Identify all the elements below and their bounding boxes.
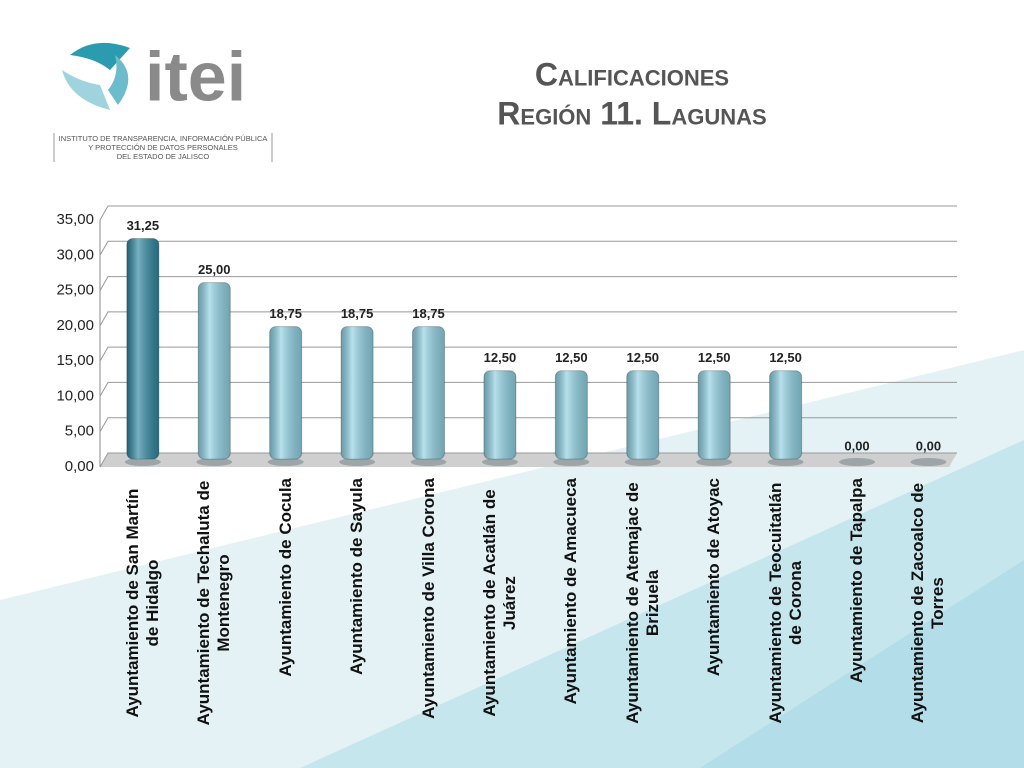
- x-tick-label: Ayuntamiento de Atemajac de Brizuela: [610, 478, 676, 728]
- chart-title: Calificaciones: [535, 56, 729, 92]
- value-label: 12,50: [555, 350, 588, 365]
- y-tick-label: 35,00: [56, 211, 94, 228]
- value-label: 18,75: [341, 306, 374, 321]
- x-tick-label: Ayuntamiento de Acatlán de Juárez: [467, 478, 533, 728]
- x-tick-text: Ayuntamiento de Techaluta de Montenegro: [194, 480, 234, 726]
- grid-line: [99, 346, 957, 362]
- x-tick-text: Ayuntamiento de Villa Corona: [418, 478, 438, 719]
- bar-shade: [198, 282, 231, 459]
- value-label: 25,00: [198, 262, 231, 277]
- x-tick-text: Ayuntamiento de San Martín de Hidalgo: [122, 488, 162, 718]
- x-tick-label: Ayuntamiento de Villa Corona: [396, 478, 462, 728]
- x-tick-label: Ayuntamiento de Teocuitatlán de Corona: [753, 478, 819, 728]
- bar-base: [624, 458, 661, 466]
- y-tick-label: 5,00: [65, 423, 94, 440]
- value-label: 12,50: [698, 350, 731, 365]
- grid-line: [99, 381, 957, 397]
- x-tick-label: Ayuntamiento de San Martín de Hidalgo: [110, 478, 176, 728]
- bar-shade: [126, 238, 159, 459]
- x-tick-text: Ayuntamiento de Atoyac: [704, 478, 724, 677]
- bar-base: [267, 458, 304, 466]
- x-tick-label: Ayuntamiento de Amacueca: [538, 478, 604, 728]
- bar-shade: [626, 370, 659, 459]
- background-shape: [700, 560, 1024, 768]
- x-tick-text: Ayuntamiento de Sayula: [347, 478, 367, 675]
- grid-line: [99, 311, 957, 327]
- x-tick-label: Ayuntamiento de Cocula: [253, 478, 319, 728]
- bar-base: [481, 458, 518, 466]
- x-tick-text: Ayuntamiento de Tapalpa: [847, 478, 867, 683]
- y-tick-label: 15,00: [56, 352, 94, 369]
- y-tick-label: 30,00: [56, 246, 94, 263]
- bar-base: [839, 458, 876, 466]
- grid-line: [99, 417, 957, 432]
- bar-shade: [555, 370, 588, 459]
- value-label: 12,50: [769, 350, 802, 365]
- bar-base: [196, 458, 233, 466]
- bar-shade: [269, 326, 302, 459]
- bar-shade: [769, 370, 802, 459]
- x-tick-text: Ayuntamiento de Zacoalco de Torres: [908, 482, 948, 724]
- y-tick-label: 10,00: [56, 387, 94, 404]
- value-label: 18,75: [269, 306, 302, 321]
- y-tick-label: 0,00: [65, 458, 94, 475]
- bar-shade: [341, 326, 374, 459]
- value-label: 18,75: [412, 306, 445, 321]
- x-tick-text: Ayuntamiento de Atemajac de Brizuela: [622, 482, 662, 724]
- bar-base: [410, 458, 447, 466]
- y-tick-label: 20,00: [56, 317, 94, 334]
- value-label: 12,50: [484, 350, 517, 365]
- bar-base: [124, 458, 161, 466]
- y-tick-label: 25,00: [56, 282, 94, 299]
- logo-icon: [62, 42, 130, 110]
- grid-line: [99, 276, 957, 291]
- bar-base: [696, 458, 733, 466]
- bar-base: [767, 458, 804, 466]
- logo-caption: Y PROTECCIÓN DE DATOS PERSONALES: [88, 143, 238, 152]
- logo-caption: INSTITUTO DE TRANSPARENCIA, INFORMACIÓN …: [59, 134, 268, 143]
- logo-text: itei: [145, 37, 246, 115]
- x-tick-text: Ayuntamiento de Teocuitatlán de Corona: [765, 482, 805, 724]
- bar-base: [339, 458, 376, 466]
- x-tick-text: Ayuntamiento de Cocula: [275, 478, 295, 677]
- value-label: 12,50: [626, 350, 659, 365]
- bar-shade: [483, 370, 516, 459]
- value-label: 31,25: [127, 218, 160, 233]
- bar-shade: [698, 370, 731, 459]
- chart-title: Región 11. Lagunas: [497, 95, 766, 131]
- x-tick-label: Ayuntamiento de Tapalpa: [824, 478, 890, 728]
- x-tick-label: Ayuntamiento de Atoyac: [681, 478, 747, 728]
- x-tick-text: Ayuntamiento de Acatlán de Juárez: [479, 489, 519, 717]
- value-label: 0,00: [844, 438, 869, 453]
- x-tick-label: Ayuntamiento de Techaluta de Montenegro: [181, 478, 247, 728]
- bar-shade: [412, 326, 445, 459]
- bar-base: [910, 458, 947, 466]
- bar-base: [553, 458, 590, 466]
- logo-caption: DEL ESTADO DE JALISCO: [117, 152, 210, 161]
- x-tick-label: Ayuntamiento de Zacoalco de Torres: [895, 478, 961, 728]
- floor: [100, 453, 957, 467]
- grid-line: [99, 452, 957, 468]
- grid-line: [99, 205, 957, 221]
- value-label: 0,00: [916, 438, 941, 453]
- x-tick-text: Ayuntamiento de Amacueca: [561, 478, 581, 705]
- x-tick-label: Ayuntamiento de Sayula: [324, 478, 390, 728]
- grid-line: [99, 240, 957, 256]
